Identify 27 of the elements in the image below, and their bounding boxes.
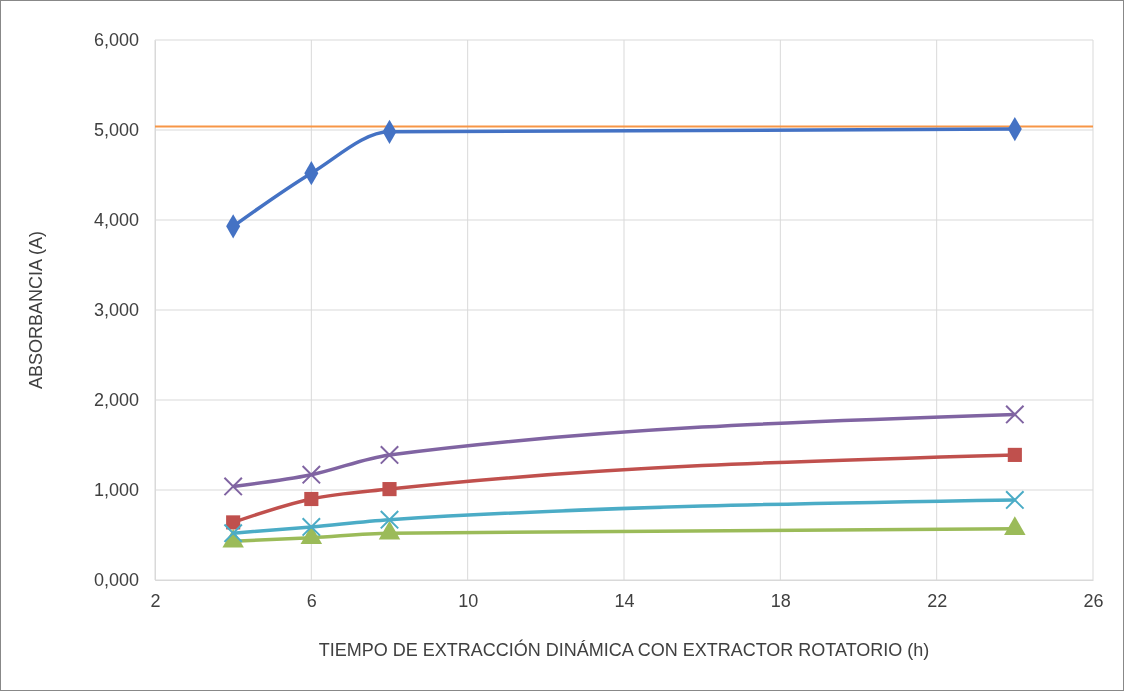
point <box>301 517 322 537</box>
point <box>301 464 322 485</box>
point <box>223 476 243 497</box>
point <box>304 491 319 507</box>
point <box>379 509 400 530</box>
x-tick-label: 22 <box>927 590 948 611</box>
y-tick-label: 0,000 <box>93 570 139 591</box>
point <box>1007 447 1022 462</box>
point <box>1005 404 1025 425</box>
x-tick-label: 6 <box>306 590 317 611</box>
x-tick-label: 14 <box>614 590 635 611</box>
point <box>379 445 400 465</box>
y-tick-label: 3,000 <box>93 300 139 321</box>
x-tick-label: 10 <box>458 590 479 611</box>
y-tick-label: 4,000 <box>93 210 139 231</box>
y-tick-label: 1,000 <box>93 480 139 501</box>
x-tick-label: 2 <box>150 590 161 611</box>
y-axis-title: ABSORBANCIA (A) <box>26 230 46 390</box>
point <box>382 482 397 497</box>
y-tick-label: 5,000 <box>93 120 139 141</box>
x-axis-title: TIEMPO DE EXTRACCIÓN DINÁMICA CON EXTRACTOR ROTATORIO (h) <box>318 639 930 660</box>
x-tick-label: 26 <box>1083 590 1104 611</box>
point <box>1005 490 1025 510</box>
x-tick-label: 18 <box>770 590 791 611</box>
y-tick-label: 6,000 <box>93 30 139 51</box>
y-tick-label: 2,000 <box>93 390 139 411</box>
point <box>223 523 243 543</box>
